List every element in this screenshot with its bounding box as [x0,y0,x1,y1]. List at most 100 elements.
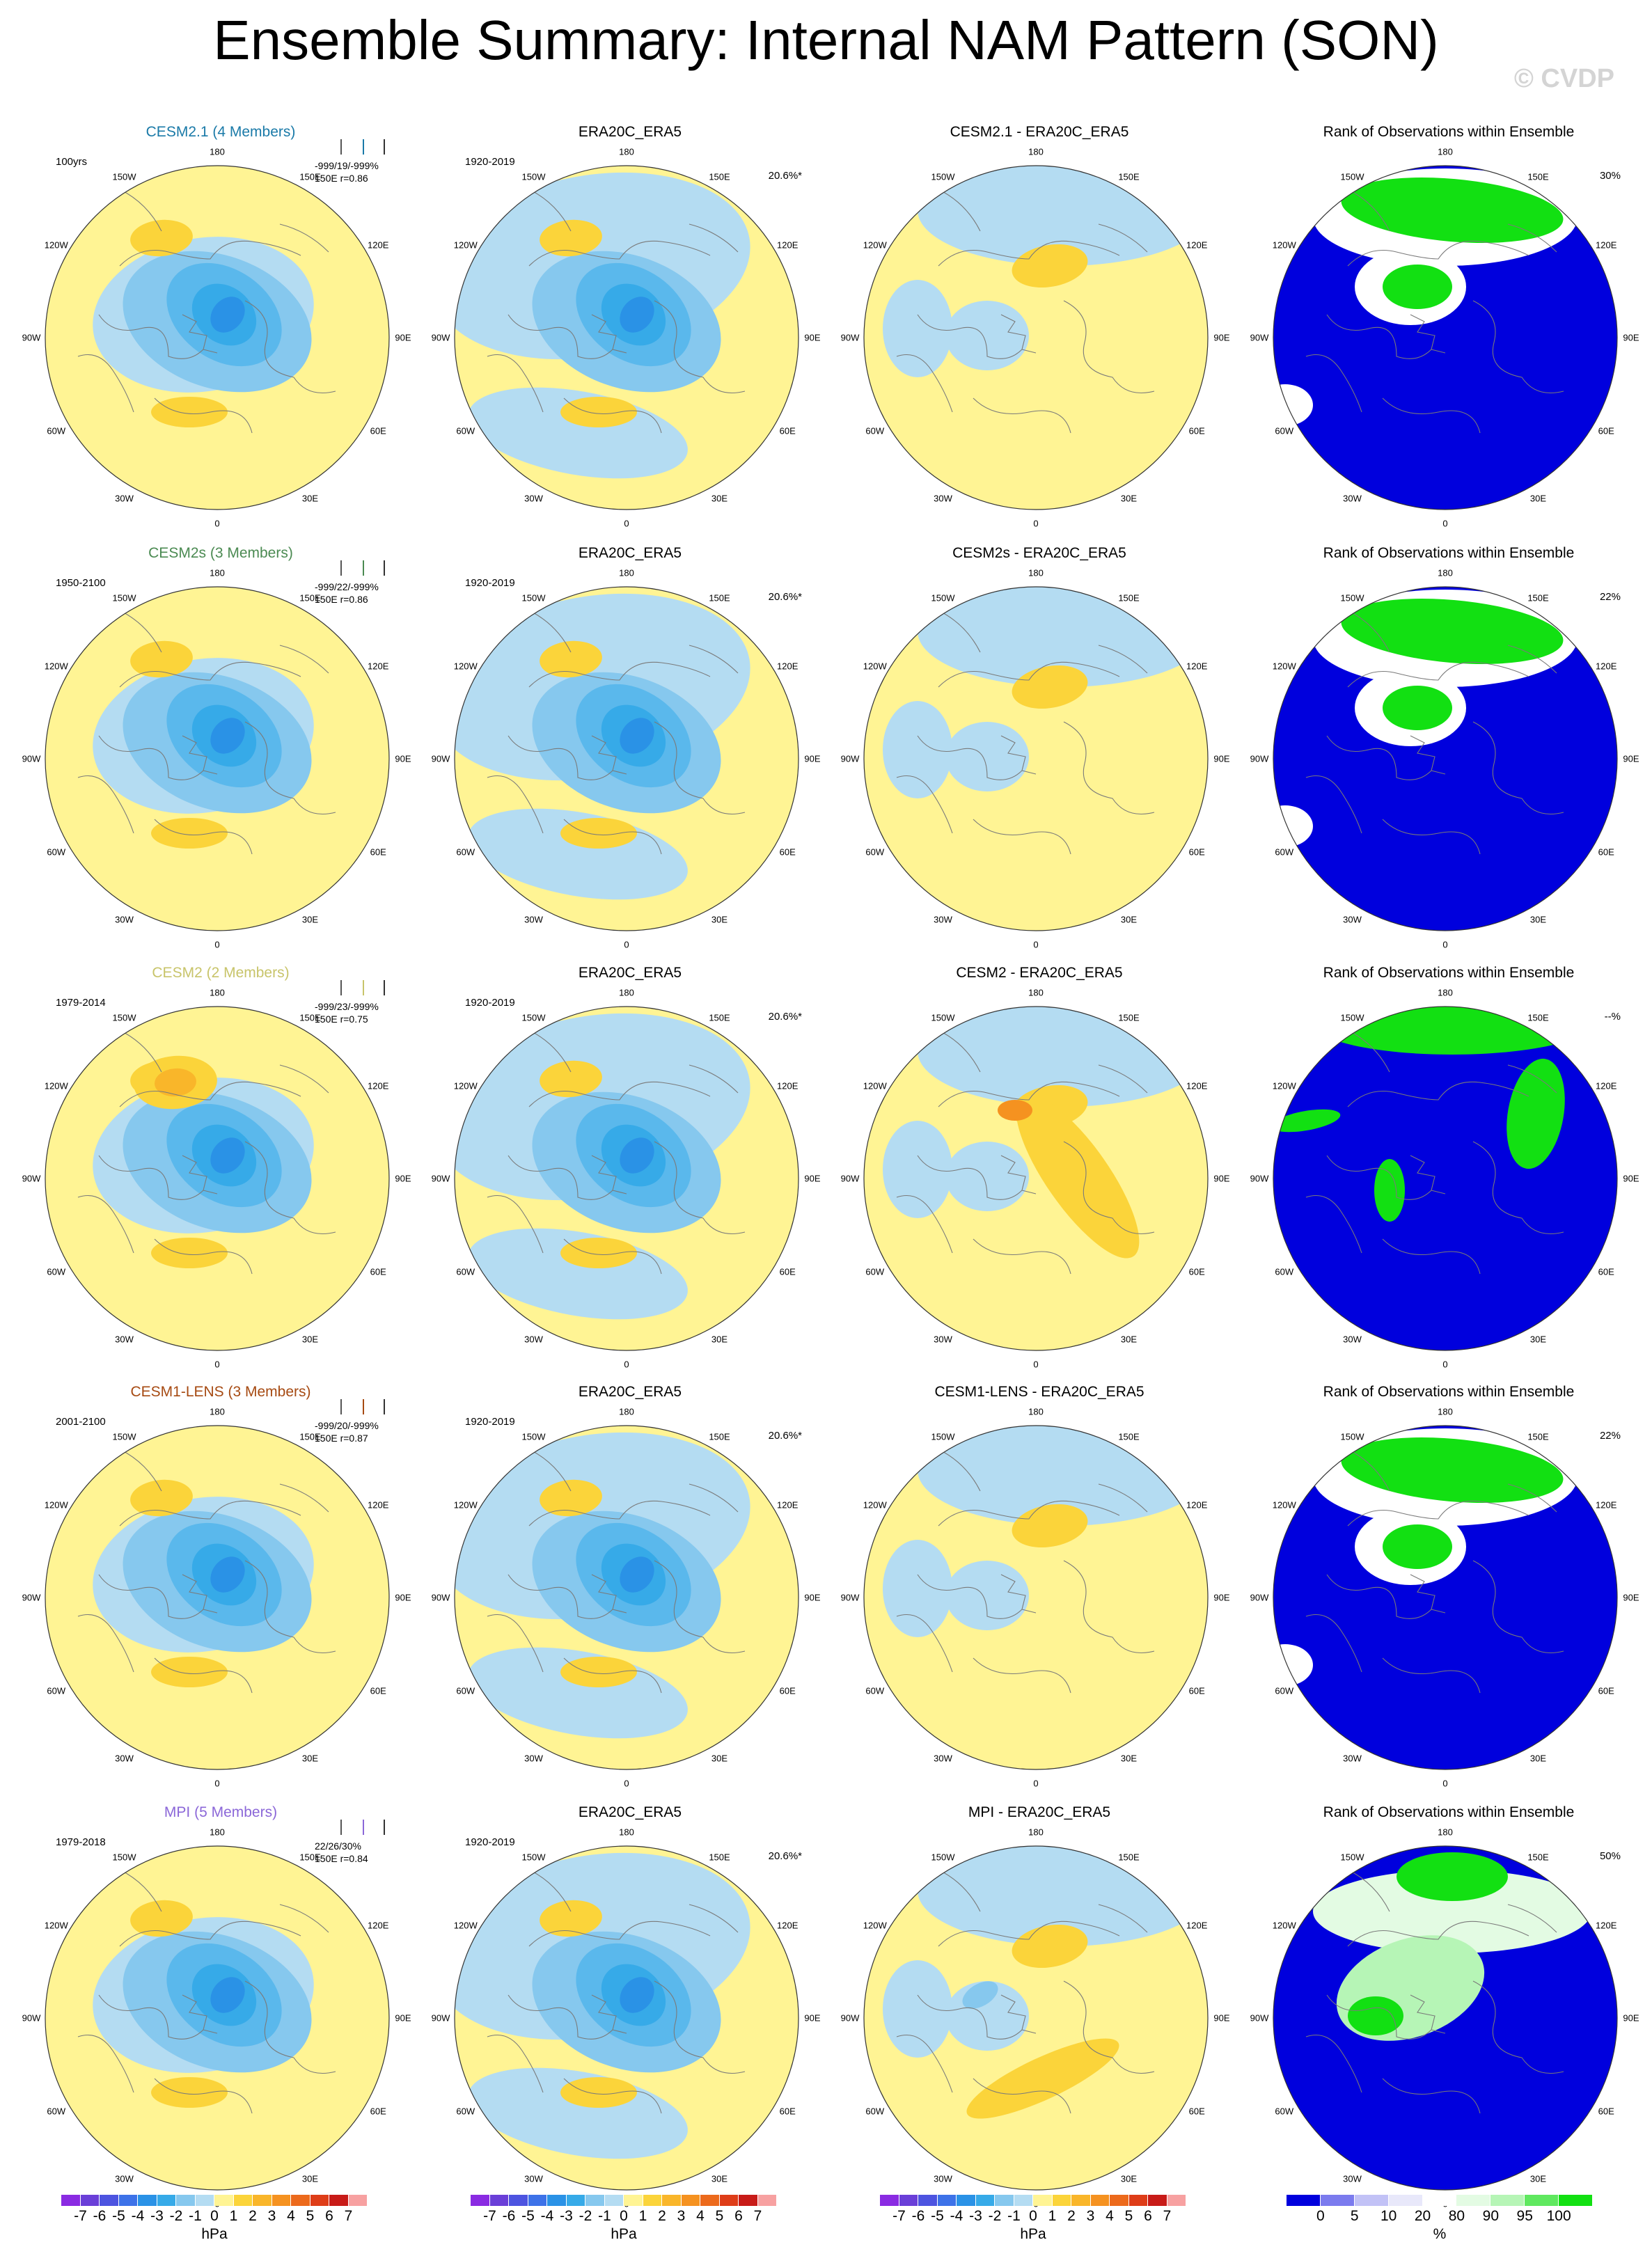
coastline [1326,1994,1432,2040]
coastline [1305,1614,1362,1673]
low-anomaly-core [620,1556,654,1593]
longitude-label: 0 [1442,518,1448,529]
coastline [508,314,613,359]
negative-difference [883,1121,952,1218]
map-field [1273,166,1617,510]
colorbar-unit: hPa [1020,2226,1046,2242]
panel-title: CESM2.1 - ERA20C_ERA5 [950,124,1129,140]
longitude-label: 60W [47,425,66,436]
positive-difference [1012,665,1088,709]
longitude-label: 120E [1186,1920,1208,1930]
period-label: 1979-2018 [56,1836,106,1848]
longitude-label: 180 [619,1827,634,1838]
colorbar-swatch [80,2195,100,2206]
longitude-label: 90W [840,2012,860,2024]
coastline [182,314,218,354]
longitude-label: 180 [1438,146,1453,157]
ensemble-member-ticks [336,138,405,156]
panel-model-row2: 180 150E 120E 90E 60E 30E 0 30W 60W 90W 120W 150W CE… [15,527,426,950]
longitude-label: 90E [1623,1173,1639,1184]
coastline [487,354,544,413]
coastline [1063,1141,1155,1235]
longitude-label: 30W [115,914,134,925]
panel-title: CESM2 - ERA20C_ERA5 [956,965,1123,981]
colorbar-swatch [272,2195,291,2206]
polar-map [45,586,390,931]
coastline [1063,1980,1155,2074]
longitude-label: 30E [301,1753,319,1764]
longitude-label: 180 [1438,1827,1453,1838]
colorbar-hpa [61,2195,368,2206]
colorbar-unit: hPa [201,2226,228,2242]
pattern-stat: -999/19/-999% [315,160,379,171]
polar-map [454,1845,799,2191]
longitude-label: 150E [1118,592,1140,604]
longitude-label: 150W [112,1431,136,1442]
longitude-label: 90W [22,332,41,343]
longitude-label: 150E [1118,171,1140,182]
longitude-label: 90E [395,1592,411,1603]
coastline [487,1194,544,1254]
colorbar-swatch [937,2195,957,2206]
map-boundary [45,586,390,931]
map-field [45,1426,389,1769]
longitude-label: 150E [709,592,730,604]
coastline [1305,354,1362,413]
coastline [154,1238,253,1275]
map-boundary [454,1425,799,1770]
high-anomaly [540,1900,602,1937]
panel-model-row5: 180150E120E90E60E30E030W60W90W120W150WMP… [15,1786,426,2209]
coastline [182,1994,218,2034]
colorbar-swatch [310,2195,329,2206]
colorbar-tick-label: 1 [638,2208,647,2224]
pattern-correlation: 150E r=0.86 [315,594,368,605]
panel-title: CESM2.1 (4 Members) [145,124,296,140]
longitude-label: 90E [804,332,821,343]
pattern-stat: -999/22/-999% [315,581,379,592]
coastline [591,1574,627,1614]
coastline [508,1994,613,2040]
longitude-label: 120E [368,1080,389,1091]
colorbar-tick-label: 1 [229,2208,238,2224]
longitude-label: 150E [1527,1012,1549,1023]
colorbar-tick-label: -7 [892,2208,906,2224]
polar-map [454,1006,799,1351]
longitude-label: 60W [1275,1266,1294,1277]
longitude-label: 150W [1340,1431,1364,1442]
longitude-label: 90W [1250,1592,1269,1603]
longitude-label: 180 [1438,567,1453,578]
coastline [119,1500,301,1527]
longitude-label: 90W [431,1173,450,1184]
high-anomaly [540,640,602,678]
longitude-label: 120W [453,1080,478,1091]
longitude-label: 90W [840,332,860,343]
colorbar-tick-label: 0 [210,2208,219,2224]
coastline [1098,1904,1148,1933]
longitude-label: 30E [1529,1334,1547,1345]
panel-diff-row1: 180 150E 120E 90E 60E 30E 0 30W 60W 90W 120W 150W CE… [834,106,1245,529]
colorbar-tick-label: -1 [189,2208,202,2224]
colorbar-tick-label: 7 [344,2208,353,2224]
period-label: 1979-2014 [56,997,106,1009]
colorbar-tick-label: 2 [1067,2208,1076,2224]
variance-percent: 20.6%* [768,1430,802,1442]
rank-percent: 22% [1599,591,1621,603]
longitude-label: 180 [619,987,634,998]
negative-difference [945,301,1029,370]
longitude-label: 0 [214,518,220,529]
colorbar-swatch [61,2195,81,2206]
longitude-label: 0 [214,939,220,950]
rank-percent: 50% [1599,1850,1621,1862]
coastline [98,1155,204,1200]
colorbar-swatch [195,2195,214,2206]
longitude-label: 30E [1120,1753,1138,1764]
longitude-label: 30W [115,1334,134,1345]
polar-map [863,165,1209,510]
negative-difference [945,1142,1029,1211]
colorbar-tick-label: 4 [1106,2208,1114,2224]
longitude-label: 60W [1275,1685,1294,1696]
low-anomaly-core [620,297,654,333]
longitude-label: 180 [1438,987,1453,998]
coastline [1507,1064,1557,1094]
longitude-label: 90W [431,332,450,343]
